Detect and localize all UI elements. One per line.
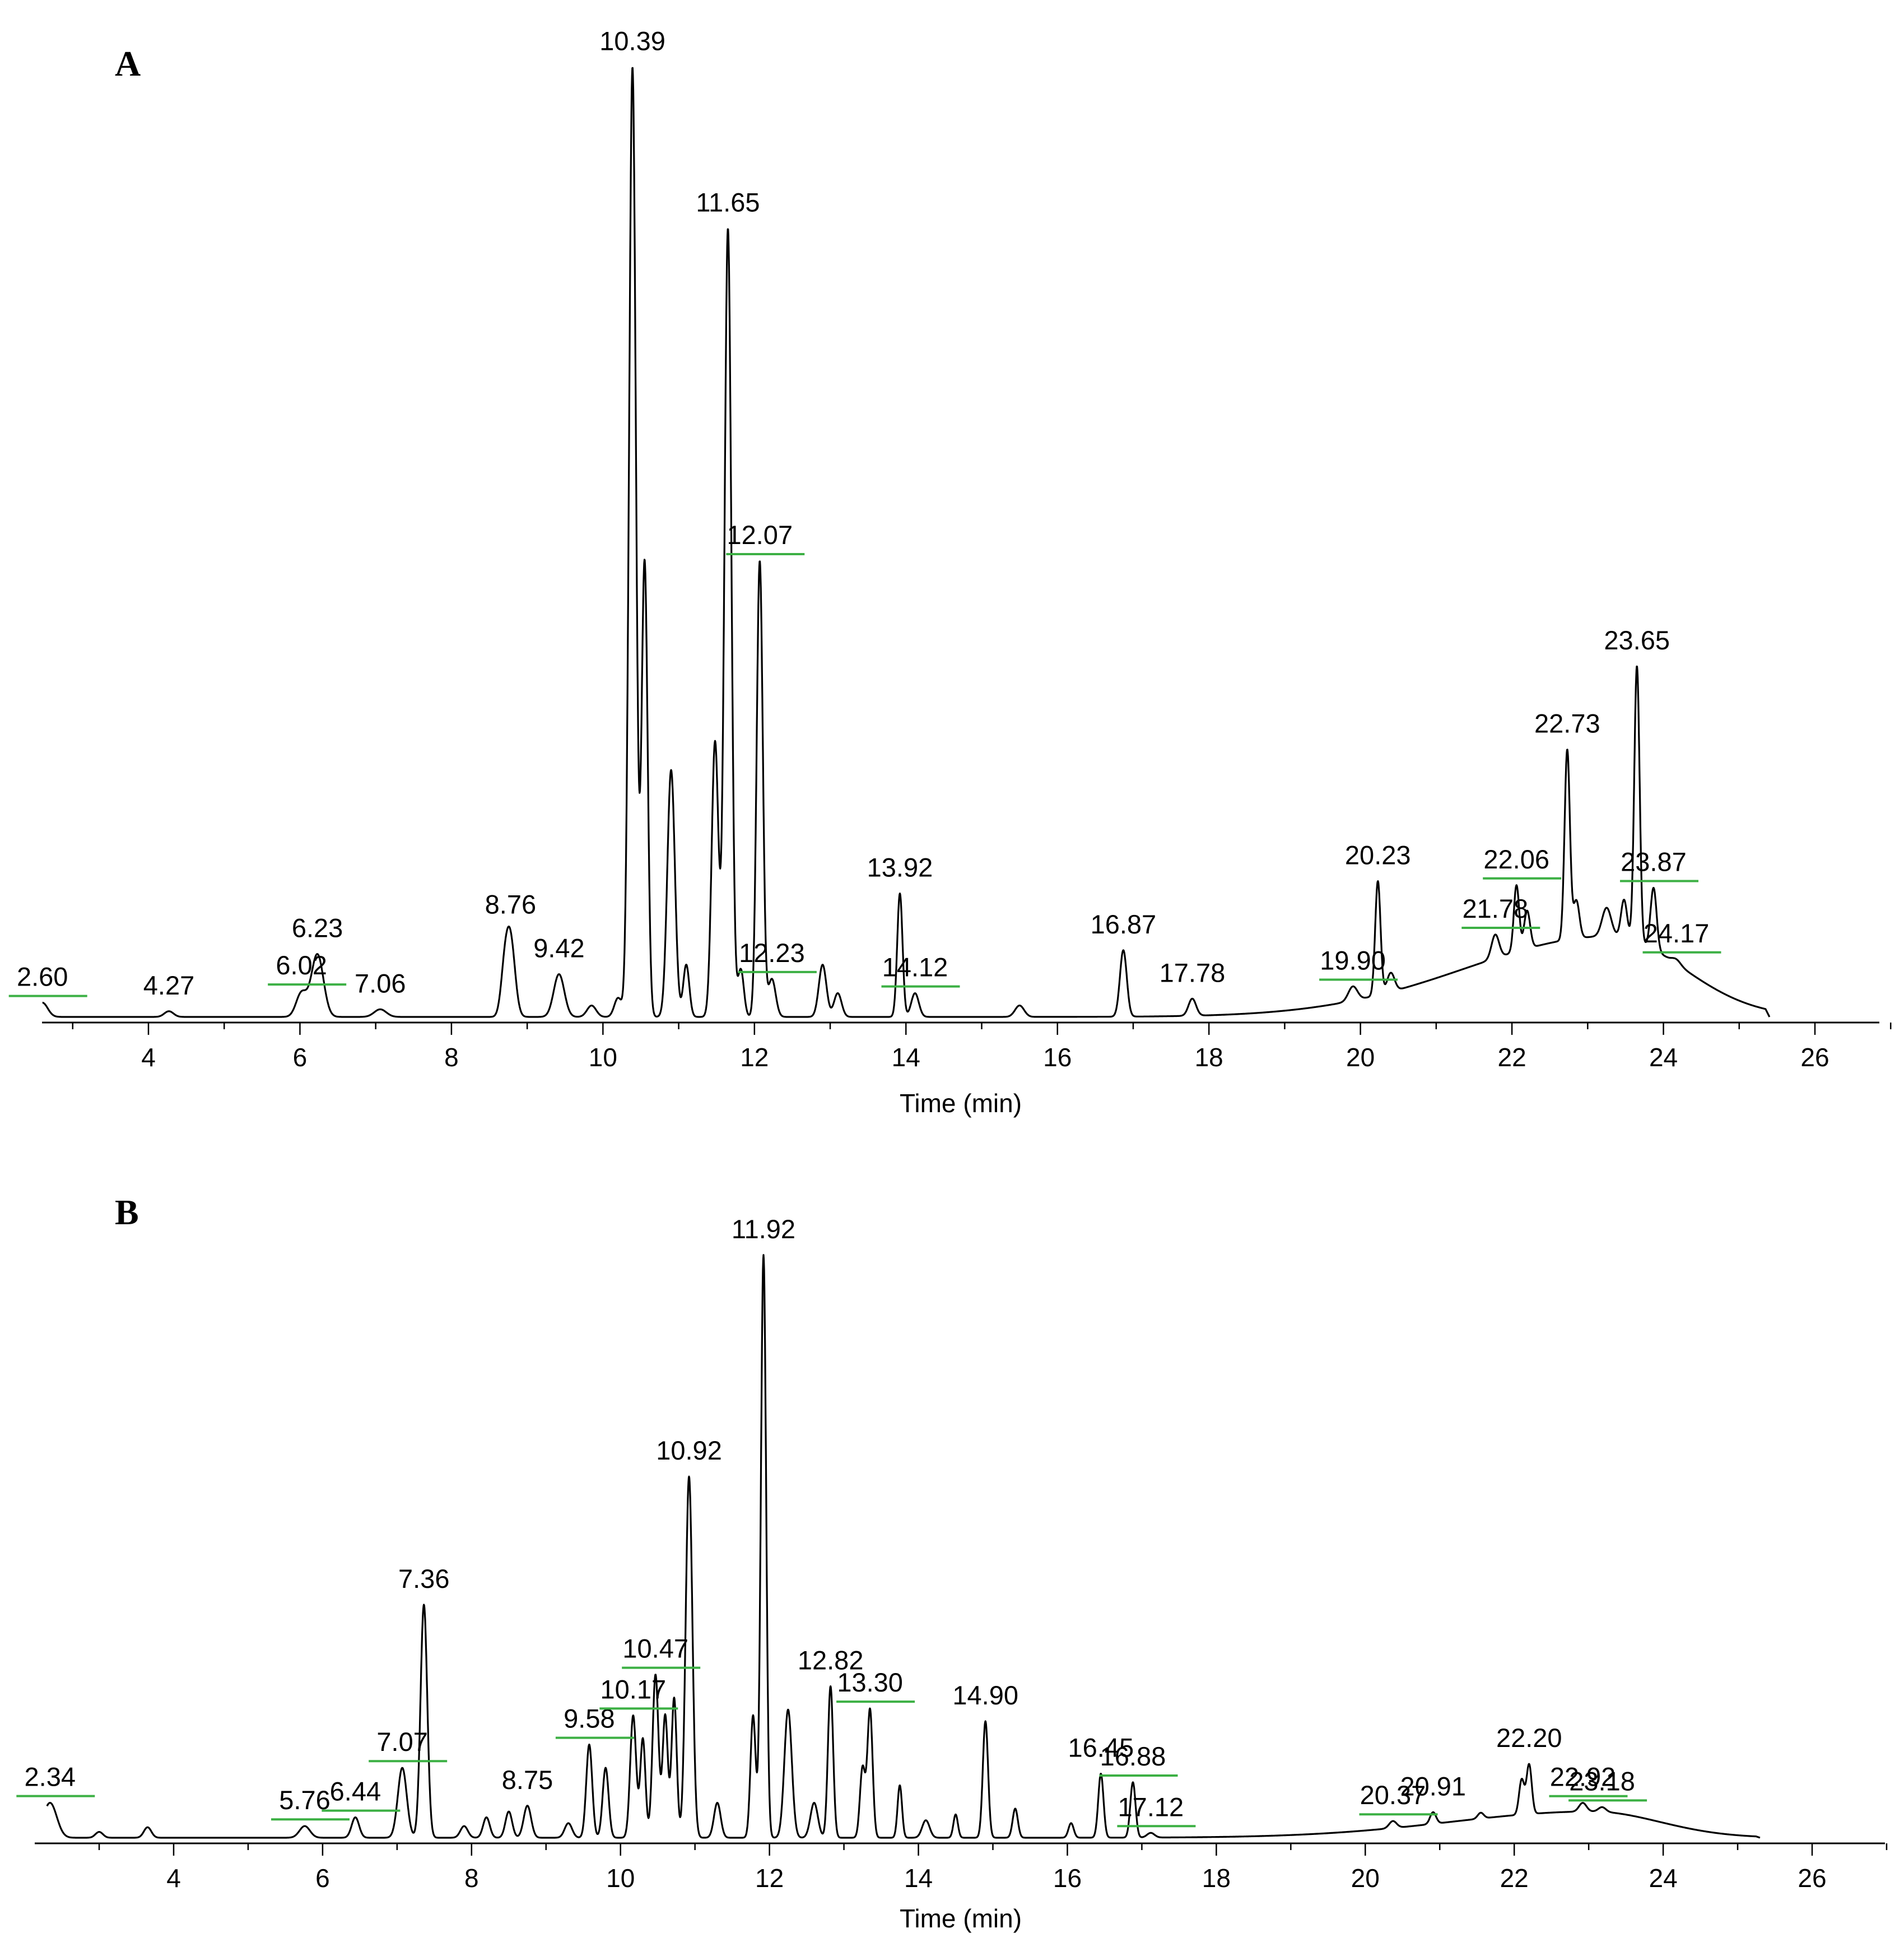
- x-tick-label: 12: [755, 1864, 784, 1893]
- x-tick-label: 10: [589, 1043, 617, 1072]
- x-tick-label: 22: [1500, 1864, 1529, 1893]
- peak-label: 22.20: [1496, 1723, 1562, 1753]
- peak-label: 16.88: [1100, 1741, 1166, 1771]
- peak-label: 10.92: [656, 1435, 722, 1465]
- peak-labels-b: 2.345.766.447.077.368.759.5810.1710.4710…: [16, 1214, 1647, 1828]
- peak-label: 7.07: [376, 1727, 427, 1757]
- peak-label: 14.90: [952, 1680, 1018, 1710]
- x-tick-label: 8: [444, 1043, 459, 1072]
- peak-label: 7.06: [355, 968, 406, 998]
- x-ticks-b: 4 6 8 10 12 14 16 18 20 22 24 26: [98, 1843, 1888, 1893]
- peak-label: 11.92: [732, 1214, 795, 1244]
- x-tick-label: 12: [740, 1043, 769, 1072]
- peak-label: 20.91: [1400, 1771, 1466, 1801]
- peak-label: 16.45: [1068, 1732, 1134, 1762]
- x-tick-label: 14: [892, 1043, 920, 1072]
- x-axis-title-b: Time (min): [900, 1904, 1022, 1933]
- peak-label: 20.23: [1345, 840, 1411, 870]
- peak-label: 4.27: [143, 970, 194, 1000]
- x-tick-label: 24: [1649, 1864, 1678, 1893]
- peak-label: 17.78: [1160, 958, 1226, 987]
- peak-label: 22.06: [1483, 844, 1549, 874]
- peak-label: 14.12: [882, 952, 948, 982]
- x-tick-label: 20: [1351, 1864, 1380, 1893]
- peak-label: 22.92: [1550, 1762, 1616, 1792]
- peak-label: 12.23: [739, 938, 805, 968]
- x-tick-label: 10: [606, 1864, 635, 1893]
- peak-label: 9.42: [533, 933, 584, 963]
- peak-label: 12.07: [727, 520, 793, 550]
- peak-label: 8.75: [502, 1765, 553, 1795]
- x-tick-label: 4: [166, 1864, 181, 1893]
- panel-letter-b: B: [115, 1192, 139, 1232]
- peak-labels-a: 2.60 4.27 6.02 6.23 7.06 8.76 9.42 10.39 11.65 12…: [8, 26, 1721, 1000]
- peak-label: 10.17: [600, 1674, 667, 1704]
- x-tick-label: 20: [1346, 1043, 1375, 1072]
- trace-a: [41, 67, 1771, 1018]
- peak-label: 2.60: [17, 962, 68, 992]
- x-tick-label: 26: [1798, 1864, 1826, 1893]
- x-tick-label: 4: [141, 1043, 156, 1072]
- peak-label: 22.73: [1534, 709, 1600, 738]
- x-tick-label: 18: [1195, 1043, 1223, 1072]
- peak-label: 6.23: [292, 913, 343, 943]
- peak-label: 10.47: [622, 1634, 688, 1663]
- x-tick-label: 6: [315, 1864, 330, 1893]
- peak-label: 23.87: [1621, 847, 1687, 876]
- x-tick-label: 8: [464, 1864, 479, 1893]
- peak-label: 10.39: [599, 26, 665, 56]
- peak-label: 2.34: [25, 1762, 76, 1792]
- panel-letter-a: A: [115, 44, 141, 83]
- peak-label: 7.36: [398, 1564, 449, 1593]
- x-tick-label: 18: [1202, 1864, 1231, 1893]
- peak-label: 23.18: [1569, 1766, 1635, 1796]
- peak-label: 13.92: [867, 853, 933, 882]
- x-tick-label: 24: [1649, 1043, 1678, 1072]
- peak-label: 21.78: [1463, 894, 1529, 923]
- peak-label: 11.65: [696, 188, 760, 217]
- peak-label: 24.17: [1644, 918, 1710, 948]
- peak-label: 17.12: [1118, 1792, 1184, 1821]
- trace-b: [46, 1254, 1761, 1839]
- x-axis-title-a: Time (min): [900, 1089, 1022, 1118]
- x-ticks-a: 4 6 8 10 12 14 16 18 20 22 24 26: [72, 1023, 1892, 1072]
- peak-label: 6.02: [276, 950, 327, 980]
- peak-label: 23.65: [1604, 625, 1670, 655]
- x-tick-label: 16: [1043, 1043, 1072, 1072]
- x-tick-label: 26: [1800, 1043, 1829, 1072]
- x-tick-label: 6: [293, 1043, 308, 1072]
- peak-label: 12.82: [798, 1646, 864, 1675]
- peak-label: 16.87: [1091, 909, 1157, 939]
- x-tick-label: 14: [904, 1864, 933, 1893]
- peak-label: 19.90: [1320, 946, 1386, 975]
- x-tick-label: 16: [1053, 1864, 1082, 1893]
- peak-label: 6.44: [330, 1777, 381, 1806]
- chromatogram-panel-a: A 4 6 8 10 12 14 16 18 20 22 24 26 2.60 4.27 6.02 6.23…: [8, 26, 1892, 1118]
- peak-label: 20.37: [1360, 1780, 1426, 1810]
- chromatogram-panel-b: B 4 6 8 10 12 14 16 18 20 22 24 26 2.345.766.447.07…: [16, 1192, 1888, 1933]
- peak-label: 13.30: [837, 1667, 903, 1697]
- peak-label: 8.76: [485, 890, 536, 919]
- x-tick-label: 22: [1498, 1043, 1526, 1072]
